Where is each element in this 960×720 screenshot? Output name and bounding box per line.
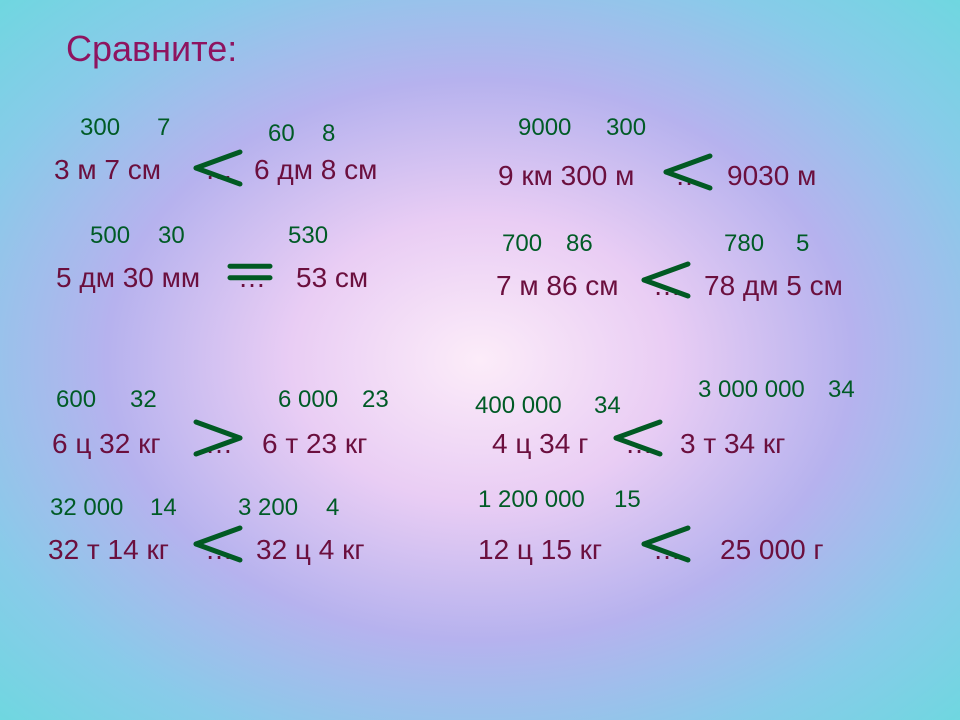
- p6-comparator: [612, 418, 664, 458]
- p4-annot-1: 86: [566, 230, 593, 258]
- p5-annot-0: 600: [56, 386, 96, 414]
- p8-annot-0: 1 200 000: [478, 486, 585, 514]
- p2-left-expr: 9 км 300 м: [498, 160, 634, 192]
- p7-annot-2: 3 200: [238, 494, 298, 522]
- p3-annot-1: 30: [158, 222, 185, 250]
- p8-right-expr: 25 000 г: [720, 534, 824, 566]
- p7-left-expr: 32 т 14 кг: [48, 534, 169, 566]
- p2-comparator: [662, 152, 714, 192]
- p8-annot-1: 15: [614, 486, 641, 514]
- p5-comparator: [192, 418, 244, 458]
- p5-right-expr: 6 т 23 кг: [262, 428, 367, 460]
- p7-annot-0: 32 000: [50, 494, 123, 522]
- p4-annot-3: 5: [796, 230, 809, 258]
- p7-annot-1: 14: [150, 494, 177, 522]
- p4-annot-0: 700: [502, 230, 542, 258]
- p5-left-expr: 6 ц 32 кг: [52, 428, 161, 460]
- p4-left-expr: 7 м 86 см: [496, 270, 619, 302]
- p5-annot-3: 23: [362, 386, 389, 414]
- p6-right-expr: 3 т 34 кг: [680, 428, 785, 460]
- p6-annot-1: 34: [594, 392, 621, 420]
- p3-annot-2: 530: [288, 222, 328, 250]
- p1-annot-2: 60: [268, 120, 295, 148]
- p8-left-expr: 12 ц 15 кг: [478, 534, 602, 566]
- p6-annot-3: 34: [828, 376, 855, 404]
- p1-left-expr: 3 м 7 см: [54, 154, 161, 186]
- p2-annot-1: 300: [606, 114, 646, 142]
- p6-annot-2: 3 000 000: [698, 376, 805, 404]
- p1-annot-0: 300: [80, 114, 120, 142]
- p3-annot-0: 500: [90, 222, 130, 250]
- heading: Сравните:: [66, 28, 237, 70]
- p1-annot-1: 7: [157, 114, 170, 142]
- stage: Сравните: 30076083 м 7 см…6 дм 8 см90003…: [0, 0, 960, 720]
- p8-comparator: [640, 524, 692, 564]
- p3-right-expr: 53 см: [296, 262, 368, 294]
- p2-annot-0: 9000: [518, 114, 571, 142]
- p7-comparator: [192, 524, 244, 564]
- p4-right-expr: 78 дм 5 см: [704, 270, 843, 302]
- p2-right-expr: 9030 м: [727, 160, 816, 192]
- p4-annot-2: 780: [724, 230, 764, 258]
- p6-left-expr: 4 ц 34 г: [492, 428, 588, 460]
- p4-comparator: [640, 260, 692, 300]
- p5-annot-1: 32: [130, 386, 157, 414]
- p3-left-expr: 5 дм 30 мм: [56, 262, 200, 294]
- p1-annot-3: 8: [322, 120, 335, 148]
- p3-comparator: [226, 254, 274, 290]
- p5-annot-2: 6 000: [278, 386, 338, 414]
- p1-right-expr: 6 дм 8 см: [254, 154, 377, 186]
- p7-annot-3: 4: [326, 494, 339, 522]
- p7-right-expr: 32 ц 4 кг: [256, 534, 365, 566]
- p6-annot-0: 400 000: [475, 392, 562, 420]
- p1-comparator: [192, 148, 244, 188]
